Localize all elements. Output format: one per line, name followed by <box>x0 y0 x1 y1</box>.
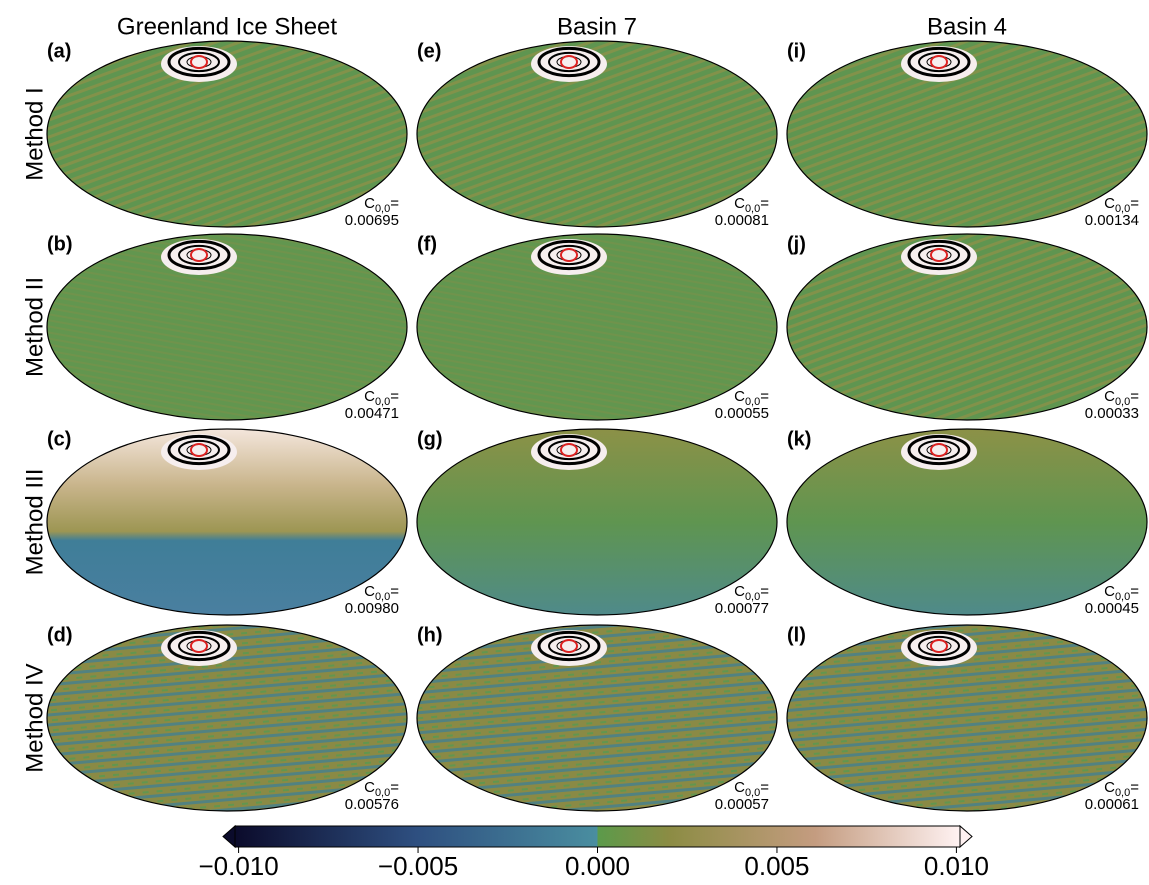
row-title: Method II <box>21 277 48 377</box>
panel-label: (j) <box>787 233 806 255</box>
figure: Greenland Ice Sheet Basin 7 Basin 4 Method … <box>0 0 1149 885</box>
colorbar-extend-high <box>960 826 972 847</box>
column-title: Greenland Ice Sheet <box>117 13 337 40</box>
coefficient-sign: = <box>390 583 399 600</box>
coefficient-symbol: C <box>364 583 375 600</box>
coefficient-sign: = <box>390 195 399 212</box>
coefficient-value: 0.00576 <box>345 796 399 813</box>
coefficient-symbol: C <box>734 779 745 796</box>
row-title: Method III <box>21 469 48 576</box>
coefficient-sign: = <box>760 779 769 796</box>
panel-label: (c) <box>47 428 71 450</box>
colorbar-extend-low <box>223 826 235 847</box>
coefficient-value: 0.00077 <box>715 600 769 617</box>
coefficient-value: 0.00045 <box>1085 600 1139 617</box>
coefficient-sign: = <box>390 388 399 405</box>
column-title: Basin 4 <box>927 13 1007 40</box>
coefficient-sign: = <box>760 583 769 600</box>
panel-label: (l) <box>787 624 806 646</box>
colorbar-tick-label: 0.000 <box>565 851 630 881</box>
row-title: Method I <box>21 87 48 180</box>
coefficient-symbol: C <box>364 388 375 405</box>
row-title: Method IV <box>21 663 48 772</box>
panel-label: (f) <box>417 233 437 255</box>
coefficient-symbol: C <box>364 195 375 212</box>
panel-label: (i) <box>787 40 806 62</box>
colorbar-tick-label: −0.010 <box>198 851 278 881</box>
coefficient-symbol: C <box>364 779 375 796</box>
coefficient-symbol: C <box>734 388 745 405</box>
coefficient-sign: = <box>1130 195 1139 212</box>
coefficient-value: 0.00061 <box>1085 796 1139 813</box>
coefficient-sign: = <box>1130 779 1139 796</box>
panel-label: (g) <box>417 428 443 450</box>
colorbar-tick-label: 0.010 <box>924 851 989 881</box>
coefficient-value: 0.00980 <box>345 600 399 617</box>
colorbar <box>235 826 960 847</box>
coefficient-value: 0.00033 <box>1085 405 1139 422</box>
column-title: Basin 7 <box>557 13 637 40</box>
coefficient-value: 0.00055 <box>715 405 769 422</box>
panel-label: (b) <box>47 233 73 255</box>
colorbar-tick-label: 0.005 <box>744 851 809 881</box>
coefficient-symbol: C <box>734 583 745 600</box>
coefficient-symbol: C <box>1104 388 1115 405</box>
coefficient-sign: = <box>390 779 399 796</box>
coefficient-sign: = <box>1130 388 1139 405</box>
coefficient-value: 0.00695 <box>345 212 399 229</box>
coefficient-value: 0.00057 <box>715 796 769 813</box>
coefficient-value: 0.00081 <box>715 212 769 229</box>
colorbar-tick-label: −0.005 <box>378 851 458 881</box>
coefficient-value: 0.00134 <box>1085 212 1139 229</box>
panel-label: (k) <box>787 428 811 450</box>
coefficient-symbol: C <box>1104 779 1115 796</box>
coefficient-value: 0.00471 <box>345 405 399 422</box>
coefficient-symbol: C <box>734 195 745 212</box>
panel-label: (e) <box>417 40 441 62</box>
coefficient-symbol: C <box>1104 583 1115 600</box>
panel-label: (h) <box>417 624 443 646</box>
coefficient-sign: = <box>760 195 769 212</box>
coefficient-symbol: C <box>1104 195 1115 212</box>
coefficient-sign: = <box>760 388 769 405</box>
panel-label: (a) <box>47 40 71 62</box>
coefficient-sign: = <box>1130 583 1139 600</box>
panel-label: (d) <box>47 624 73 646</box>
